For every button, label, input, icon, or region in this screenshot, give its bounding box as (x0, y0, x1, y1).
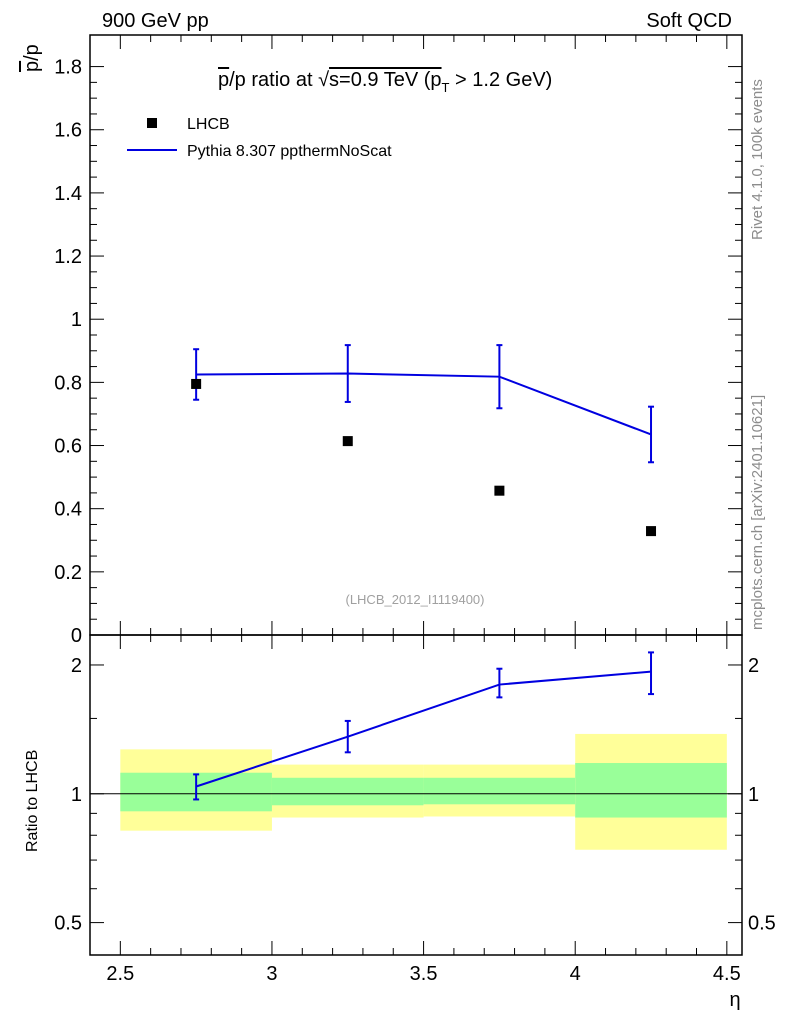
ylabel-rest: /p (21, 44, 43, 61)
legend-label-lhcb: LHCB (187, 116, 230, 133)
header-right: Soft QCD (646, 10, 732, 32)
legend: LHCB Pythia 8.307 ppthermNoScat (127, 116, 392, 160)
lhcb-point-1 (342, 436, 353, 447)
main-ytick-label-1: 0.2 (54, 562, 82, 584)
main-ticks: 0 0.2 0.4 0.6 0.8 1 1.2 1.4 1.6 1.8 (54, 35, 742, 647)
main-panel: 0 0.2 0.4 0.6 0.8 1 1.2 1.4 1.6 1.8 p/p ratio at … (21, 34, 743, 647)
ratio-ytick-label-left-2: 2 (71, 655, 82, 677)
x-tick-label-4: 4.5 (713, 963, 741, 985)
title-pbar: p (218, 69, 229, 91)
mcplots-label: mcplots.cern.ch [arXiv:2401.10621] (749, 395, 766, 630)
main-ylabel: p/p (21, 44, 43, 72)
inner-band-1 (271, 777, 424, 806)
inner-band-3 (575, 763, 727, 818)
ylabel-pbar: p (21, 61, 43, 72)
main-ytick-label-9: 1.8 (54, 57, 82, 79)
ratio-ytick-label-left-0: 0.5 (54, 913, 82, 935)
main-ytick-label-2: 0.4 (54, 499, 82, 521)
inner-band-2 (423, 777, 576, 805)
lhcb-point-0 (191, 378, 202, 389)
reference-label: (LHCB_2012_I1119400) (345, 592, 484, 607)
ratio-marks (193, 651, 655, 801)
x-tick-label-0: 2.5 (106, 963, 134, 985)
ratio-line (195, 670, 652, 788)
main-ytick-label-3: 0.6 (54, 436, 82, 458)
ratio-ticks: 0.5 0.5 1 1 2 2 2.5 3 3.5 4 4.5 (54, 635, 776, 985)
ratio-ytick-label-right-0: 0.5 (748, 913, 776, 935)
ratio-bands (120, 733, 727, 850)
ratio-panel: 0.5 0.5 1 1 2 2 2.5 3 3.5 4 4.5 Ratio to LHCB η (24, 634, 776, 1011)
legend-label-pythia: Pythia 8.307 ppthermNoScat (187, 143, 392, 160)
main-marks (191, 344, 657, 537)
title-sqrt: √ (318, 69, 329, 91)
x-axis-label: η (729, 989, 740, 1011)
title-part-1: /p ratio at (229, 69, 318, 91)
header-left: 900 GeV pp (102, 10, 209, 32)
ratio-ylabel: Ratio to LHCB (24, 750, 41, 852)
main-ytick-label-6: 1.2 (54, 246, 82, 268)
main-title: p/p ratio at √s=0.9 TeV (pT > 1.2 GeV) (218, 69, 552, 95)
main-ytick-label-4: 0.8 (54, 372, 82, 394)
lhcb-point-2 (494, 485, 505, 496)
main-ytick-label-7: 1.4 (54, 183, 82, 205)
rivet-label: Rivet 4.1.0, 100k events (749, 79, 766, 240)
main-ytick-label-8: 1.6 (54, 120, 82, 142)
lhcb-point-3 (646, 526, 657, 537)
main-ytick-label-5: 1 (71, 309, 82, 331)
title-sub: T (442, 80, 450, 95)
title-s: s=0.9 TeV (p (329, 69, 441, 91)
x-tick-label-1: 3 (266, 963, 277, 985)
ratio-ytick-label-left-1: 1 (71, 784, 82, 806)
x-tick-label-2: 3.5 (410, 963, 438, 985)
ratio-ytick-label-right-1: 1 (748, 784, 759, 806)
pythia-line (196, 372, 652, 436)
legend-marker-lhcb (147, 118, 157, 128)
ratio-frame (89, 634, 743, 956)
x-tick-label-3: 4 (570, 963, 581, 985)
title-rest: > 1.2 GeV) (449, 69, 552, 91)
main-ytick-label-0: 0 (71, 625, 82, 647)
ratio-ytick-label-right-2: 2 (748, 655, 759, 677)
